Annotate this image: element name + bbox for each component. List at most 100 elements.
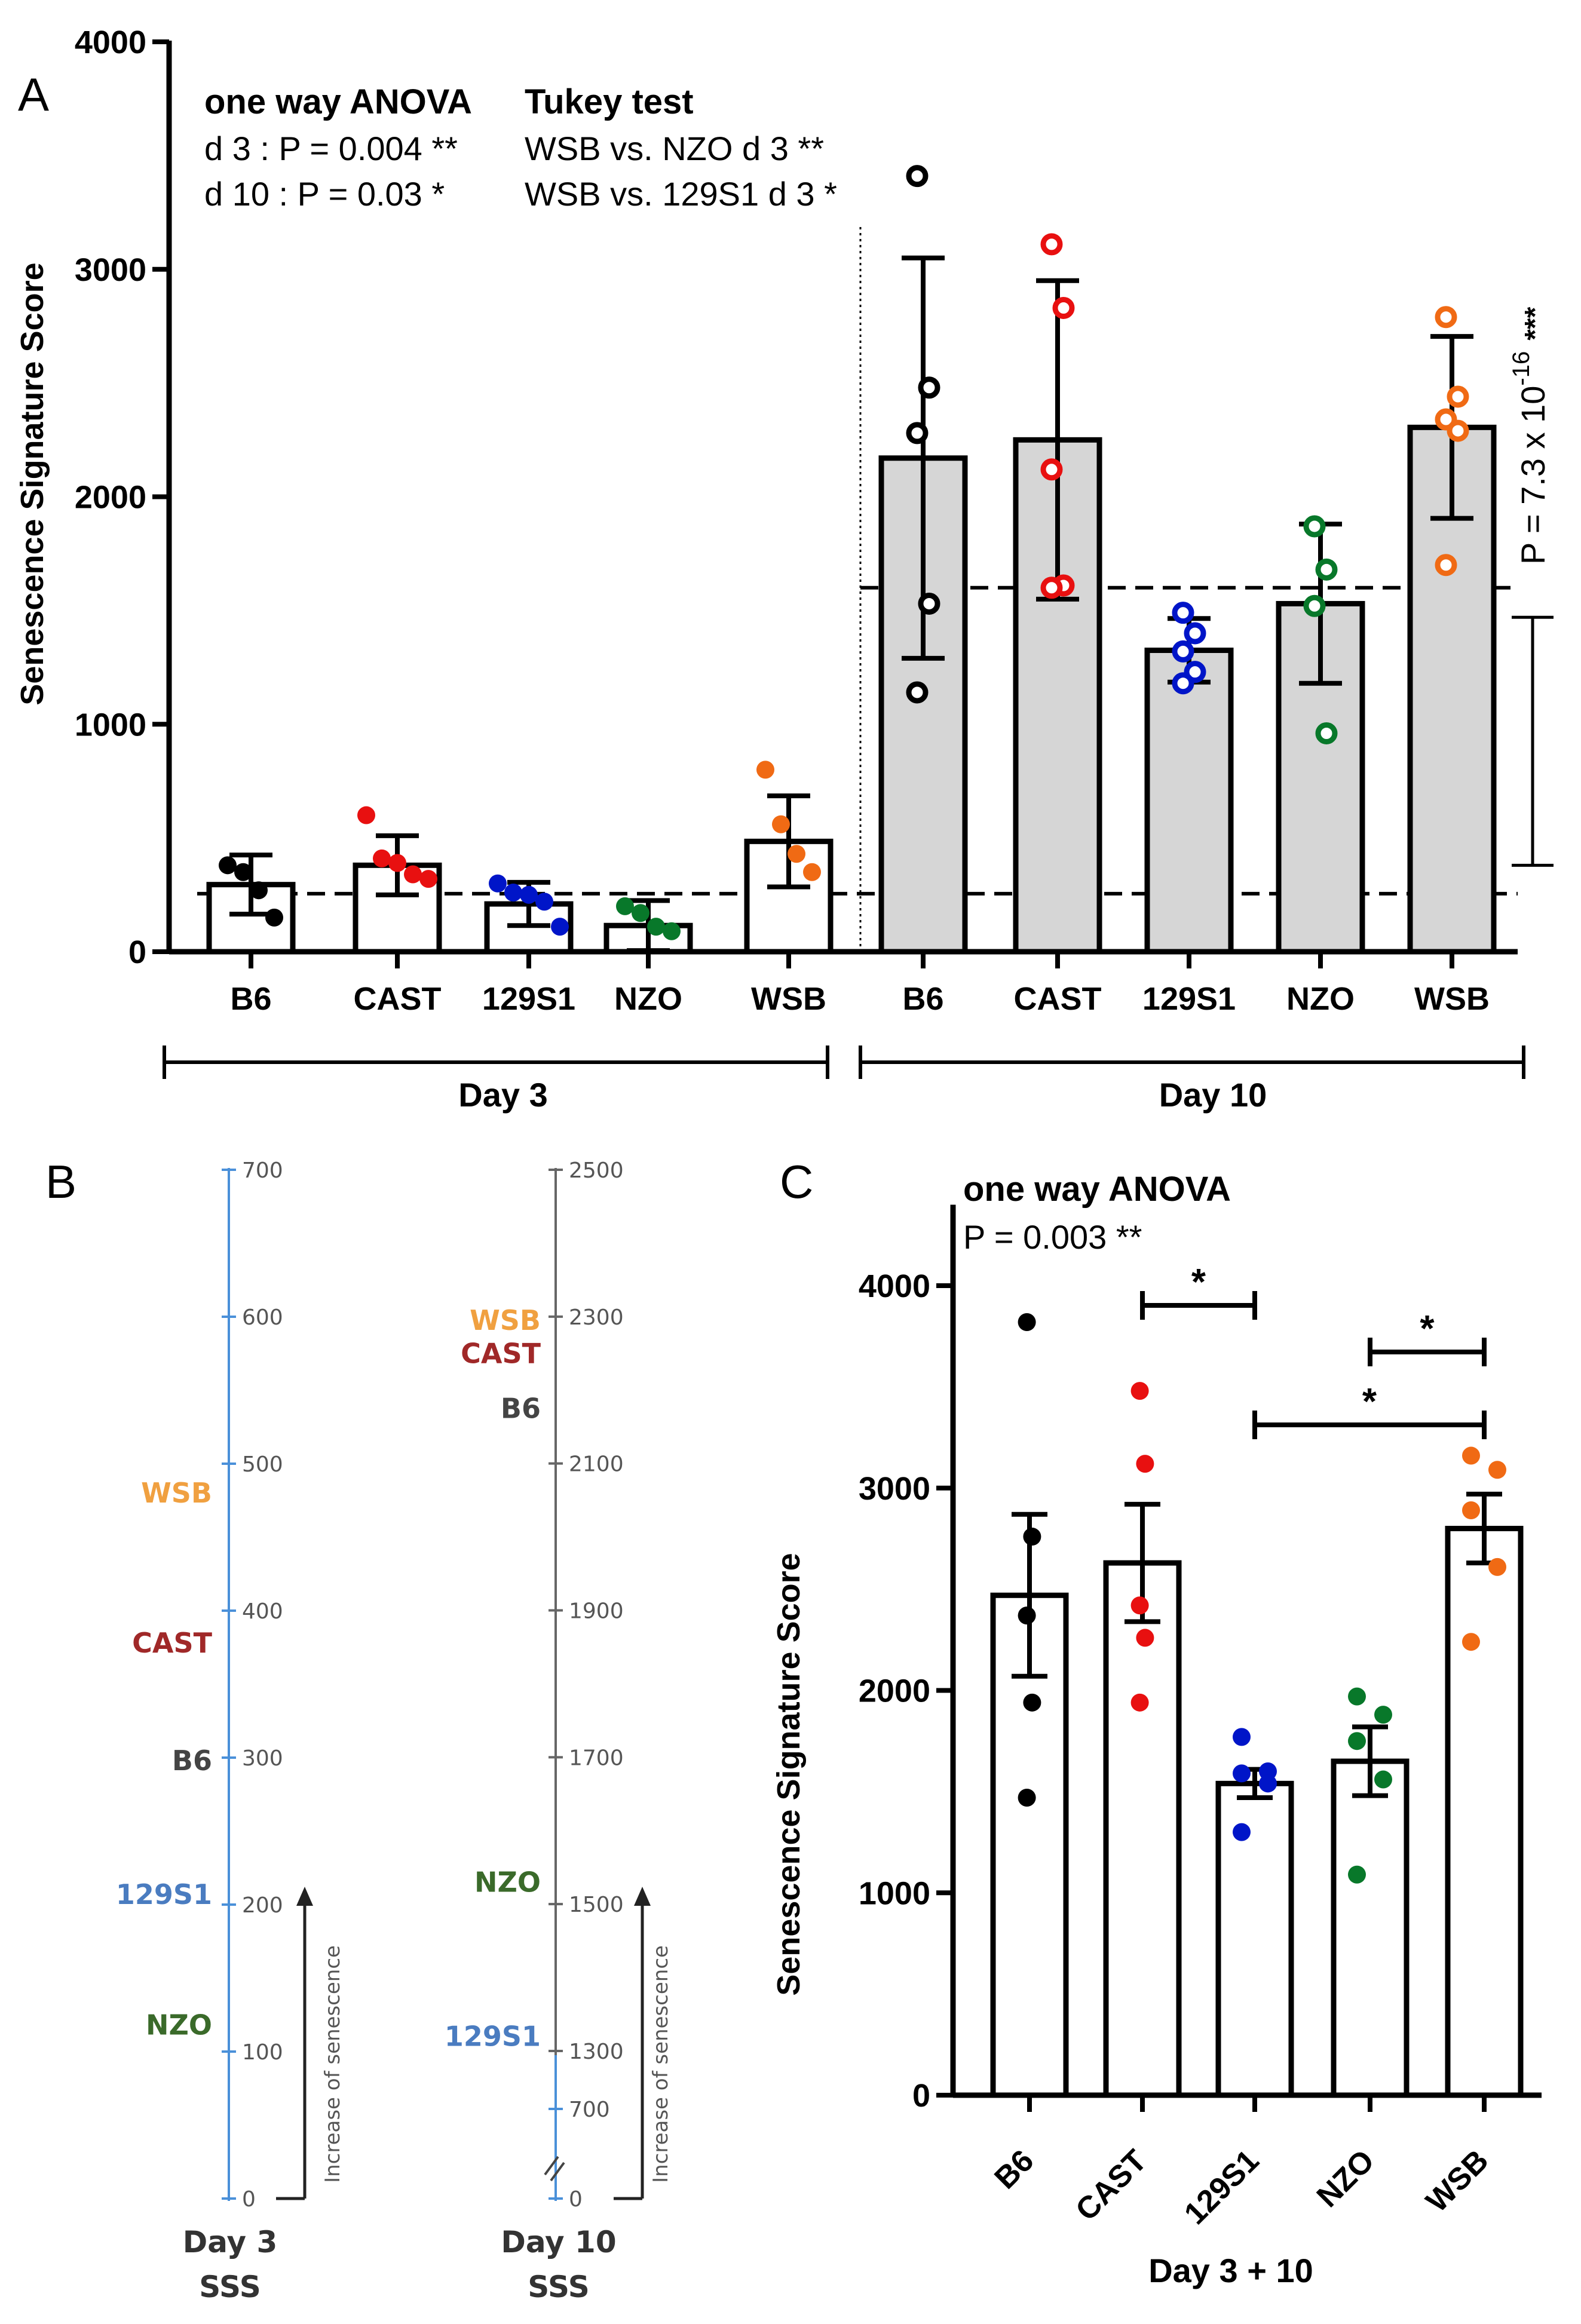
- day3-scale-tick-label: 600: [242, 1305, 283, 1330]
- x-tick-label: B6: [902, 981, 943, 1017]
- anova-title: one way ANOVA: [204, 82, 472, 121]
- y-tick-label: 2000: [859, 1673, 930, 1709]
- y-tick-label: 1000: [859, 1875, 930, 1911]
- bar-day10-129S1: [1144, 648, 1234, 955]
- data-point: [1018, 1313, 1036, 1331]
- tukey-comparison-2: WSB vs. 129S1 d 3 *: [525, 175, 837, 213]
- data-point: [1315, 722, 1338, 744]
- data-point: [756, 761, 774, 779]
- day3-scale-tick-label: 200: [242, 1893, 283, 1918]
- significance-star: *: [1362, 1381, 1377, 1422]
- data-point: [404, 865, 422, 884]
- data-point: [1172, 602, 1194, 624]
- data-point: [1130, 1693, 1149, 1712]
- data-point: [1023, 1693, 1041, 1712]
- data-point: [1172, 672, 1194, 695]
- day10-rank-CAST: CAST: [461, 1337, 541, 1369]
- data-point: [551, 918, 569, 936]
- day10-scale-tick-label: 2300: [569, 1305, 624, 1330]
- panel-c-anova-p: P = 0.003 **: [963, 1218, 1142, 1256]
- p-value-label: P = 7.3 x 10-16***: [1508, 306, 1552, 565]
- data-point: [1130, 1596, 1149, 1615]
- panel-a: A one way ANOVA d 3 : P = 0.004 ** d 10 …: [14, 24, 1554, 1114]
- data-point: [265, 908, 283, 927]
- panel-c-y-axis-title: Senescence Signature Score: [771, 1553, 807, 1995]
- data-point: [647, 918, 665, 936]
- day10-scale-tick-label: 1900: [569, 1599, 624, 1624]
- data-point: [1462, 1501, 1480, 1520]
- data-point: [1435, 306, 1457, 329]
- bar-NZO: [1331, 1758, 1410, 2098]
- panel-a-bars: [206, 255, 1497, 955]
- y-tick-label: 0: [912, 2078, 930, 2114]
- group-label-day3: Day 3: [458, 1076, 547, 1114]
- data-point: [1130, 1382, 1149, 1400]
- x-tick-label: WSB: [1414, 981, 1490, 1017]
- day10-rank-129S1: 129S1: [445, 2020, 541, 2052]
- panel-a-x-labels: B6 CAST 129S1 NZO WSB B6 CAST 129S1 NZO WSB: [230, 981, 1490, 1017]
- data-point: [788, 845, 805, 863]
- panel-b-day3-scale: 0 100 200 300 400 500 600 700 WSB CAST B6 129S1 NZO: [116, 1158, 283, 2212]
- day10-scale-tick-label: 0: [569, 2187, 583, 2212]
- data-point: [250, 881, 268, 900]
- data-point: [1462, 1633, 1480, 1651]
- data-point: [1348, 1732, 1366, 1750]
- data-point: [1259, 1774, 1277, 1793]
- x-tick-label: B6: [230, 981, 271, 1017]
- data-point: [419, 870, 437, 888]
- data-point: [1136, 1455, 1154, 1473]
- data-point: [632, 904, 649, 922]
- day3-caption: Day 3: [183, 2225, 278, 2259]
- day10-scale-tick-label: 2500: [569, 1158, 624, 1183]
- day3-rank-B6: B6: [172, 1744, 212, 1777]
- day3-rank-CAST: CAST: [132, 1627, 212, 1659]
- data-point: [1018, 1789, 1036, 1807]
- panel-b-label: B: [45, 1155, 76, 1208]
- day3-scale-tick-label: 0: [242, 2187, 256, 2212]
- panel-c-bars: [990, 1491, 1524, 2098]
- y-tick-label: 4000: [75, 24, 146, 60]
- day3-rank-NZO: NZO: [146, 2009, 212, 2041]
- data-point: [1018, 1606, 1036, 1625]
- data-point: [1233, 1728, 1251, 1746]
- significance-star: *: [1191, 1262, 1206, 1303]
- data-point: [219, 856, 237, 875]
- tukey-comparison-1: WSB vs. NZO d 3 **: [525, 130, 824, 167]
- day3-scale-tick-label: 100: [242, 2040, 283, 2065]
- day10-rank-WSB: WSB: [470, 1304, 541, 1336]
- panel-c-x-axis-title: Day 3 + 10: [1148, 2252, 1313, 2289]
- significance-star: *: [1420, 1308, 1435, 1350]
- day3-scale-tick-label: 300: [242, 1746, 283, 1771]
- data-point: [663, 922, 681, 940]
- data-point: [388, 854, 406, 872]
- data-point: [918, 592, 940, 615]
- data-point: [1023, 1528, 1041, 1546]
- data-point: [504, 884, 522, 902]
- day10-rank-B6: B6: [501, 1392, 541, 1424]
- day10-scale-tick-label: 1300: [569, 2040, 624, 2064]
- panel-c-significance: * * *: [1140, 1262, 1487, 1439]
- x-tick-label: CAST: [354, 981, 442, 1017]
- panel-a-points: [219, 165, 1469, 940]
- y-tick-label: 3000: [75, 252, 146, 288]
- anova-day3: d 3 : P = 0.004 **: [204, 130, 458, 167]
- data-point: [1040, 233, 1063, 256]
- data-point: [906, 422, 929, 444]
- data-point: [1348, 1687, 1366, 1706]
- data-point: [520, 885, 538, 904]
- data-point: [1184, 622, 1206, 645]
- x-tick-label: NZO: [614, 981, 682, 1017]
- group-label-day10: Day 10: [1159, 1076, 1267, 1114]
- senescence-arrow-day10: Increase of senescence: [614, 1887, 673, 2200]
- data-point: [1040, 577, 1063, 599]
- day10-scale-tick-label: 2100: [569, 1452, 624, 1477]
- y-tick-label: 1000: [75, 707, 146, 743]
- day3-scale-tick-label: 400: [242, 1599, 283, 1624]
- data-point: [1040, 458, 1063, 481]
- data-point: [1435, 554, 1457, 577]
- arrow-up-icon: [634, 1887, 651, 1906]
- senescence-arrow-label-day10: Increase of senescence: [649, 1945, 673, 2183]
- anova-day10: d 10 : P = 0.03 *: [204, 175, 445, 213]
